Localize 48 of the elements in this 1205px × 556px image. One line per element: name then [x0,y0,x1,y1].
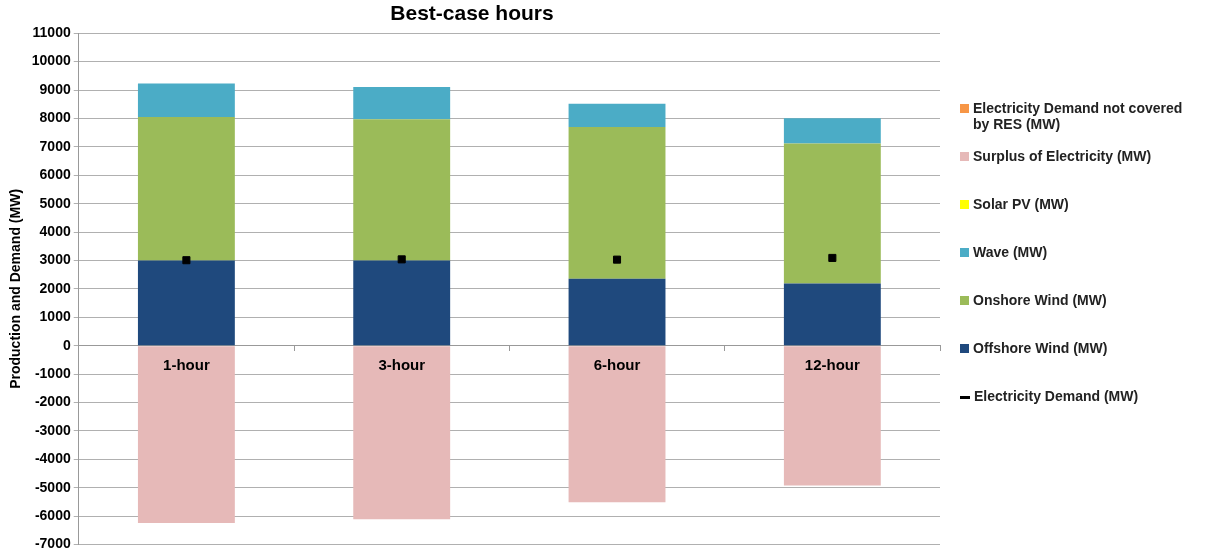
legend-label: Wave (MW) [973,244,1048,260]
bar [353,260,451,346]
y-tick-label: -4000 [34,450,71,467]
x-tick-label: 1-hour [163,355,210,373]
bar [783,346,881,486]
legend-label: Offshore Wind (MW) [973,340,1108,356]
y-tick-label: 7000 [39,137,71,154]
legend-label: Surplus of Electricity (MW) [973,148,1152,164]
bar [783,143,881,284]
y-tick-label: -1000 [34,364,71,381]
y-tick-label: -2000 [34,393,71,410]
bar [137,260,235,346]
y-tick-label: 11000 [32,24,71,41]
legend-label: Solar PV (MW) [973,196,1069,212]
bar [568,103,666,127]
y-tick-label: -6000 [34,507,71,524]
x-tick-label: 12-hour [804,355,860,373]
y-tick-label: 9000 [39,80,71,97]
y-tick-label: 4000 [39,222,71,239]
y-tick-label: -7000 [34,535,71,552]
bar [568,126,666,279]
y-tick-label: 5000 [39,194,71,211]
bar [568,278,666,346]
bar [353,86,451,120]
y-tick-label: 0 [62,336,71,353]
y-tick-label: 10000 [31,52,71,69]
bar [137,346,235,524]
y-tick-label: 2000 [39,279,71,296]
bar [137,83,235,118]
bar [783,283,881,346]
y-tick-label: 8000 [39,109,71,126]
chart-title: Best-case hours [390,1,554,25]
y-tick-label: -5000 [34,478,71,495]
legend-label: Electricity Demand (MW) [974,388,1139,404]
legend-label: Electricity Demand not covered by RES (MW) [973,100,1184,132]
y-tick-label: 3000 [39,251,71,268]
y-tick-label: 1000 [39,308,71,325]
bar [137,117,235,261]
y-tick-label: 6000 [39,166,71,183]
bar [353,346,451,520]
bar [783,118,881,144]
y-tick-label: -3000 [34,421,71,438]
bar [353,119,451,261]
bar [568,346,666,503]
x-tick-label: 3-hour [378,355,426,373]
x-tick-label: 6-hour [593,355,641,373]
legend-label: Onshore Wind (MW) [973,292,1107,308]
y-axis-title: Production and Demand (MW) [7,188,24,389]
